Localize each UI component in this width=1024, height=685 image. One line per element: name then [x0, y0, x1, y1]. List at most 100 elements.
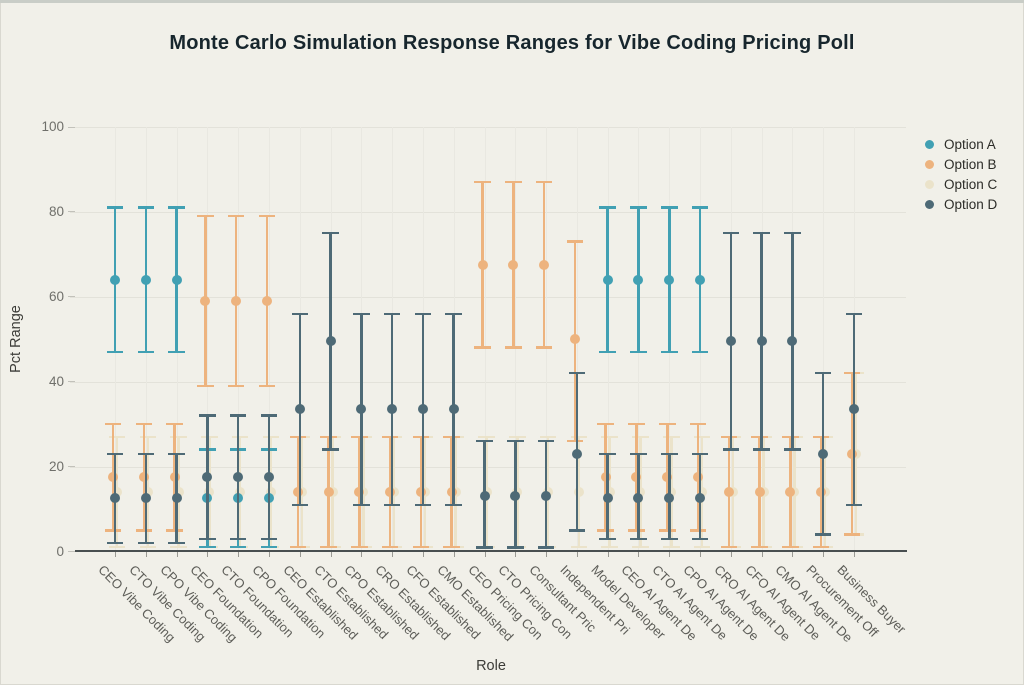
- errorbar-capT: [722, 231, 740, 235]
- errorbar-option-d-15[interactable]: [568, 371, 586, 532]
- errorbar-capT: [322, 231, 339, 235]
- errorbar-option-b-17[interactable]: [628, 422, 645, 532]
- legend-item-option-a[interactable]: Option A: [925, 134, 997, 154]
- errorbar-option-c-18[interactable]: [663, 435, 680, 549]
- errorbar-option-d-13[interactable]: [507, 439, 524, 549]
- errorbar-capB: [106, 541, 124, 545]
- errorbar-option-b-14[interactable]: [535, 180, 553, 349]
- errorbar-option-b-8[interactable]: [351, 435, 368, 549]
- errorbar-dot: [664, 274, 675, 285]
- errorbar-option-d-19[interactable]: [691, 452, 709, 540]
- errorbar-option-d-1[interactable]: [137, 452, 155, 545]
- errorbar-option-d-9[interactable]: [383, 312, 401, 507]
- errorbar-capB: [812, 545, 830, 549]
- x-tick-11: [453, 552, 455, 557]
- errorbar-option-d-17[interactable]: [630, 452, 647, 540]
- errorbar-dot: [415, 487, 426, 498]
- errorbar-option-d-16[interactable]: [599, 452, 616, 540]
- errorbar-option-b-11[interactable]: [443, 435, 460, 549]
- errorbar-option-b-1[interactable]: [135, 422, 153, 532]
- errorbar-option-b-0[interactable]: [104, 422, 122, 532]
- errorbar-capT: [784, 231, 801, 235]
- gridline-x-4: [238, 127, 240, 552]
- errorbar-dot: [756, 336, 767, 347]
- errorbar-option-b-10[interactable]: [412, 435, 430, 549]
- errorbar-option-b-24[interactable]: [843, 371, 861, 536]
- errorbar-capT: [229, 414, 247, 417]
- errorbar-capT: [197, 214, 214, 218]
- errorbar-option-d-2[interactable]: [168, 452, 185, 545]
- errorbar-option-d-18[interactable]: [661, 452, 678, 540]
- errorbar-option-d-5[interactable]: [260, 414, 278, 540]
- errorbar-option-d-7[interactable]: [322, 231, 339, 451]
- errorbar-option-d-3[interactable]: [199, 414, 216, 540]
- errorbar-capT: [751, 435, 768, 439]
- errorbar-option-c-2[interactable]: [170, 435, 187, 549]
- errorbar-option-d-0[interactable]: [106, 452, 124, 545]
- errorbar-capB: [599, 350, 616, 354]
- errorbar-option-b-20[interactable]: [720, 435, 738, 549]
- errorbar-option-b-19[interactable]: [689, 422, 707, 532]
- legend-item-option-d[interactable]: Option D: [925, 194, 997, 214]
- errorbar-option-b-2[interactable]: [166, 422, 183, 532]
- errorbar-option-c-1[interactable]: [139, 435, 157, 549]
- errorbar-option-d-23[interactable]: [814, 371, 832, 536]
- errorbar-option-b-5[interactable]: [258, 214, 276, 388]
- errorbar-option-a-19[interactable]: [691, 206, 709, 354]
- errorbar-capB: [751, 545, 768, 549]
- errorbar-option-b-7[interactable]: [320, 435, 337, 549]
- errorbar-option-d-10[interactable]: [414, 312, 432, 507]
- errorbar-option-c-17[interactable]: [632, 435, 649, 549]
- errorbar-option-b-21[interactable]: [751, 435, 768, 549]
- errorbar-option-d-8[interactable]: [353, 312, 370, 507]
- x-tick-12: [484, 552, 486, 557]
- errorbar-option-b-4[interactable]: [227, 214, 245, 388]
- errorbar-option-a-17[interactable]: [630, 206, 647, 354]
- errorbar-option-b-9[interactable]: [381, 435, 399, 549]
- errorbar-option-b-22[interactable]: [782, 435, 799, 549]
- errorbar-capT: [474, 180, 491, 184]
- errorbar-option-a-0[interactable]: [106, 206, 124, 354]
- gridline-x-5: [268, 127, 270, 552]
- errorbar-option-b-3[interactable]: [197, 214, 214, 388]
- errorbar-option-d-11[interactable]: [445, 312, 462, 507]
- errorbar-option-c-19[interactable]: [693, 435, 711, 549]
- errorbar-dot: [138, 472, 149, 483]
- errorbar-capT: [412, 435, 430, 439]
- x-axis-line: [75, 550, 907, 552]
- errorbar-dot: [664, 493, 675, 504]
- legend-item-option-b[interactable]: Option B: [925, 154, 997, 174]
- y-tick-100: [68, 126, 75, 128]
- legend-item-option-c[interactable]: Option C: [925, 174, 997, 194]
- errorbar-option-d-22[interactable]: [784, 231, 801, 451]
- errorbar-option-c-16[interactable]: [601, 435, 618, 549]
- errorbar-dot: [849, 404, 859, 415]
- errorbar-option-d-24[interactable]: [845, 312, 863, 507]
- errorbar-option-d-21[interactable]: [753, 231, 770, 451]
- errorbar-option-b-12[interactable]: [474, 180, 491, 349]
- errorbar-option-d-4[interactable]: [229, 414, 247, 540]
- errorbar-option-d-6[interactable]: [291, 312, 308, 507]
- errorbar-option-a-16[interactable]: [599, 206, 616, 354]
- legend-label-option-d: Option D: [944, 196, 998, 212]
- errorbar-option-b-23[interactable]: [812, 435, 830, 549]
- errorbar-option-a-1[interactable]: [137, 206, 155, 354]
- errorbar-option-b-18[interactable]: [659, 422, 676, 532]
- errorbar-option-b-6[interactable]: [289, 435, 306, 549]
- errorbar-option-a-2[interactable]: [168, 206, 185, 354]
- errorbar-option-d-20[interactable]: [722, 231, 740, 451]
- x-tick-9: [392, 552, 394, 557]
- errorbar-option-d-12[interactable]: [476, 439, 493, 549]
- x-tick-20: [730, 552, 732, 557]
- errorbar-capT: [262, 435, 280, 439]
- errorbar-option-a-18[interactable]: [661, 206, 678, 354]
- errorbar-capB: [227, 384, 245, 388]
- errorbar-option-b-15[interactable]: [566, 240, 584, 443]
- errorbar-option-b-16[interactable]: [597, 422, 614, 532]
- errorbar-option-c-0[interactable]: [108, 435, 126, 549]
- errorbar-option-d-14[interactable]: [537, 439, 555, 549]
- errorbar-option-c-15[interactable]: [570, 435, 588, 549]
- errorbar-capT: [663, 435, 680, 439]
- errorbar-option-b-13[interactable]: [505, 180, 522, 349]
